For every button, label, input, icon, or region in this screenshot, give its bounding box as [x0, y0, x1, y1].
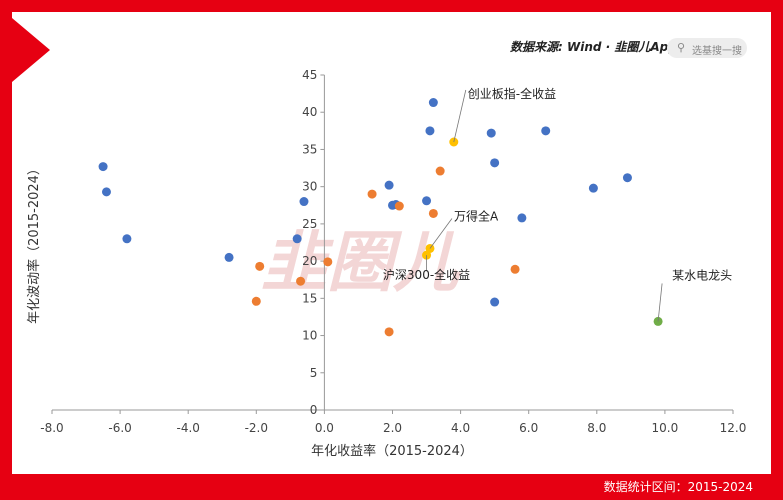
- search-placeholder: 选基搜一搜: [692, 46, 742, 57]
- scatter-point: [224, 252, 234, 262]
- x-tick-label: -8.0: [40, 421, 63, 435]
- scatter-point: [435, 166, 445, 176]
- y-tick-label: 45: [302, 68, 317, 82]
- x-tick-label: -4.0: [176, 421, 199, 435]
- scatter-point: [122, 234, 132, 244]
- y-tick-label: 0: [310, 403, 318, 417]
- watermark-text: 韭圈儿: [261, 224, 461, 301]
- scatter-point: [490, 297, 500, 307]
- y-tick-label: 15: [302, 291, 317, 305]
- axes: -8.0 -6.0 -4.0 -2.0 0.0 2.0 4.0 6.0 8.0 10.0 12.0 0…: [40, 68, 746, 435]
- x-tick-label: 8.0: [587, 421, 606, 435]
- x-tick-label: 10.0: [652, 421, 679, 435]
- x-tick-label: 4.0: [451, 421, 470, 435]
- scatter-point: [98, 162, 108, 172]
- x-tick-label: 12.0: [720, 421, 747, 435]
- y-tick-label: 10: [302, 329, 317, 343]
- chart-panel: [12, 12, 771, 474]
- scatter-point: [384, 180, 394, 190]
- footer-range: 数据统计区间：2015-2024: [603, 480, 753, 494]
- annotation-leader: [657, 283, 663, 322]
- y-tick-label: 40: [302, 105, 317, 119]
- search-box[interactable]: ⚲ 选基搜一搜: [667, 38, 747, 58]
- scatter-point: [541, 126, 551, 136]
- scatter-point: [422, 196, 432, 206]
- data-source-label: 数据来源: Wind · 韭圈儿App: [510, 40, 677, 54]
- x-axis-title: 年化收益率（2015-2024）: [311, 443, 473, 459]
- scatter-point: [299, 197, 309, 207]
- y-axis-title: 年化波动率（2015-2024）: [26, 162, 42, 324]
- scatter-point: [323, 257, 333, 267]
- scatter-point: [425, 126, 435, 136]
- scatter-point: [490, 158, 500, 168]
- scatter-point: [622, 173, 632, 183]
- scatter-point: [251, 296, 261, 306]
- scatter-point: [255, 261, 265, 271]
- scatter-point: [428, 98, 438, 108]
- scatter-point: [367, 189, 377, 199]
- annotation-label: 某水电龙头: [672, 268, 732, 282]
- x-tick-label: 2.0: [383, 421, 402, 435]
- scatter-point: [101, 187, 111, 197]
- y-tick-label: 30: [302, 180, 317, 194]
- x-tick-label: -2.0: [245, 421, 268, 435]
- scatter-point: [486, 128, 496, 138]
- y-tick-label: 25: [302, 217, 317, 231]
- y-tick-label: 20: [302, 254, 317, 268]
- annotation-label: 万得全A: [454, 208, 499, 223]
- annotation-label: 创业板指-全收益: [468, 86, 556, 101]
- x-tick-label: 6.0: [519, 421, 538, 435]
- search-icon: ⚲: [677, 41, 686, 54]
- scatter-point: [394, 201, 404, 211]
- annotation-label: 沪深300-全收益: [383, 267, 470, 282]
- scatter-point: [510, 264, 520, 274]
- scatter-point: [588, 183, 598, 193]
- corner-arrow-decoration: [12, 18, 50, 82]
- data-points: [98, 98, 663, 337]
- scatter-point: [296, 276, 306, 286]
- scatter-point: [428, 208, 438, 218]
- x-tick-label: 0.0: [315, 421, 334, 435]
- annotation-leader: [429, 218, 453, 249]
- y-tick-label: 35: [302, 142, 317, 156]
- x-tick-label: -6.0: [108, 421, 131, 435]
- scatter-point: [517, 213, 527, 223]
- y-tick-label: 5: [310, 366, 318, 380]
- scatter-point: [292, 234, 302, 244]
- scatter-point: [384, 327, 394, 337]
- annotation-leader: [453, 89, 467, 143]
